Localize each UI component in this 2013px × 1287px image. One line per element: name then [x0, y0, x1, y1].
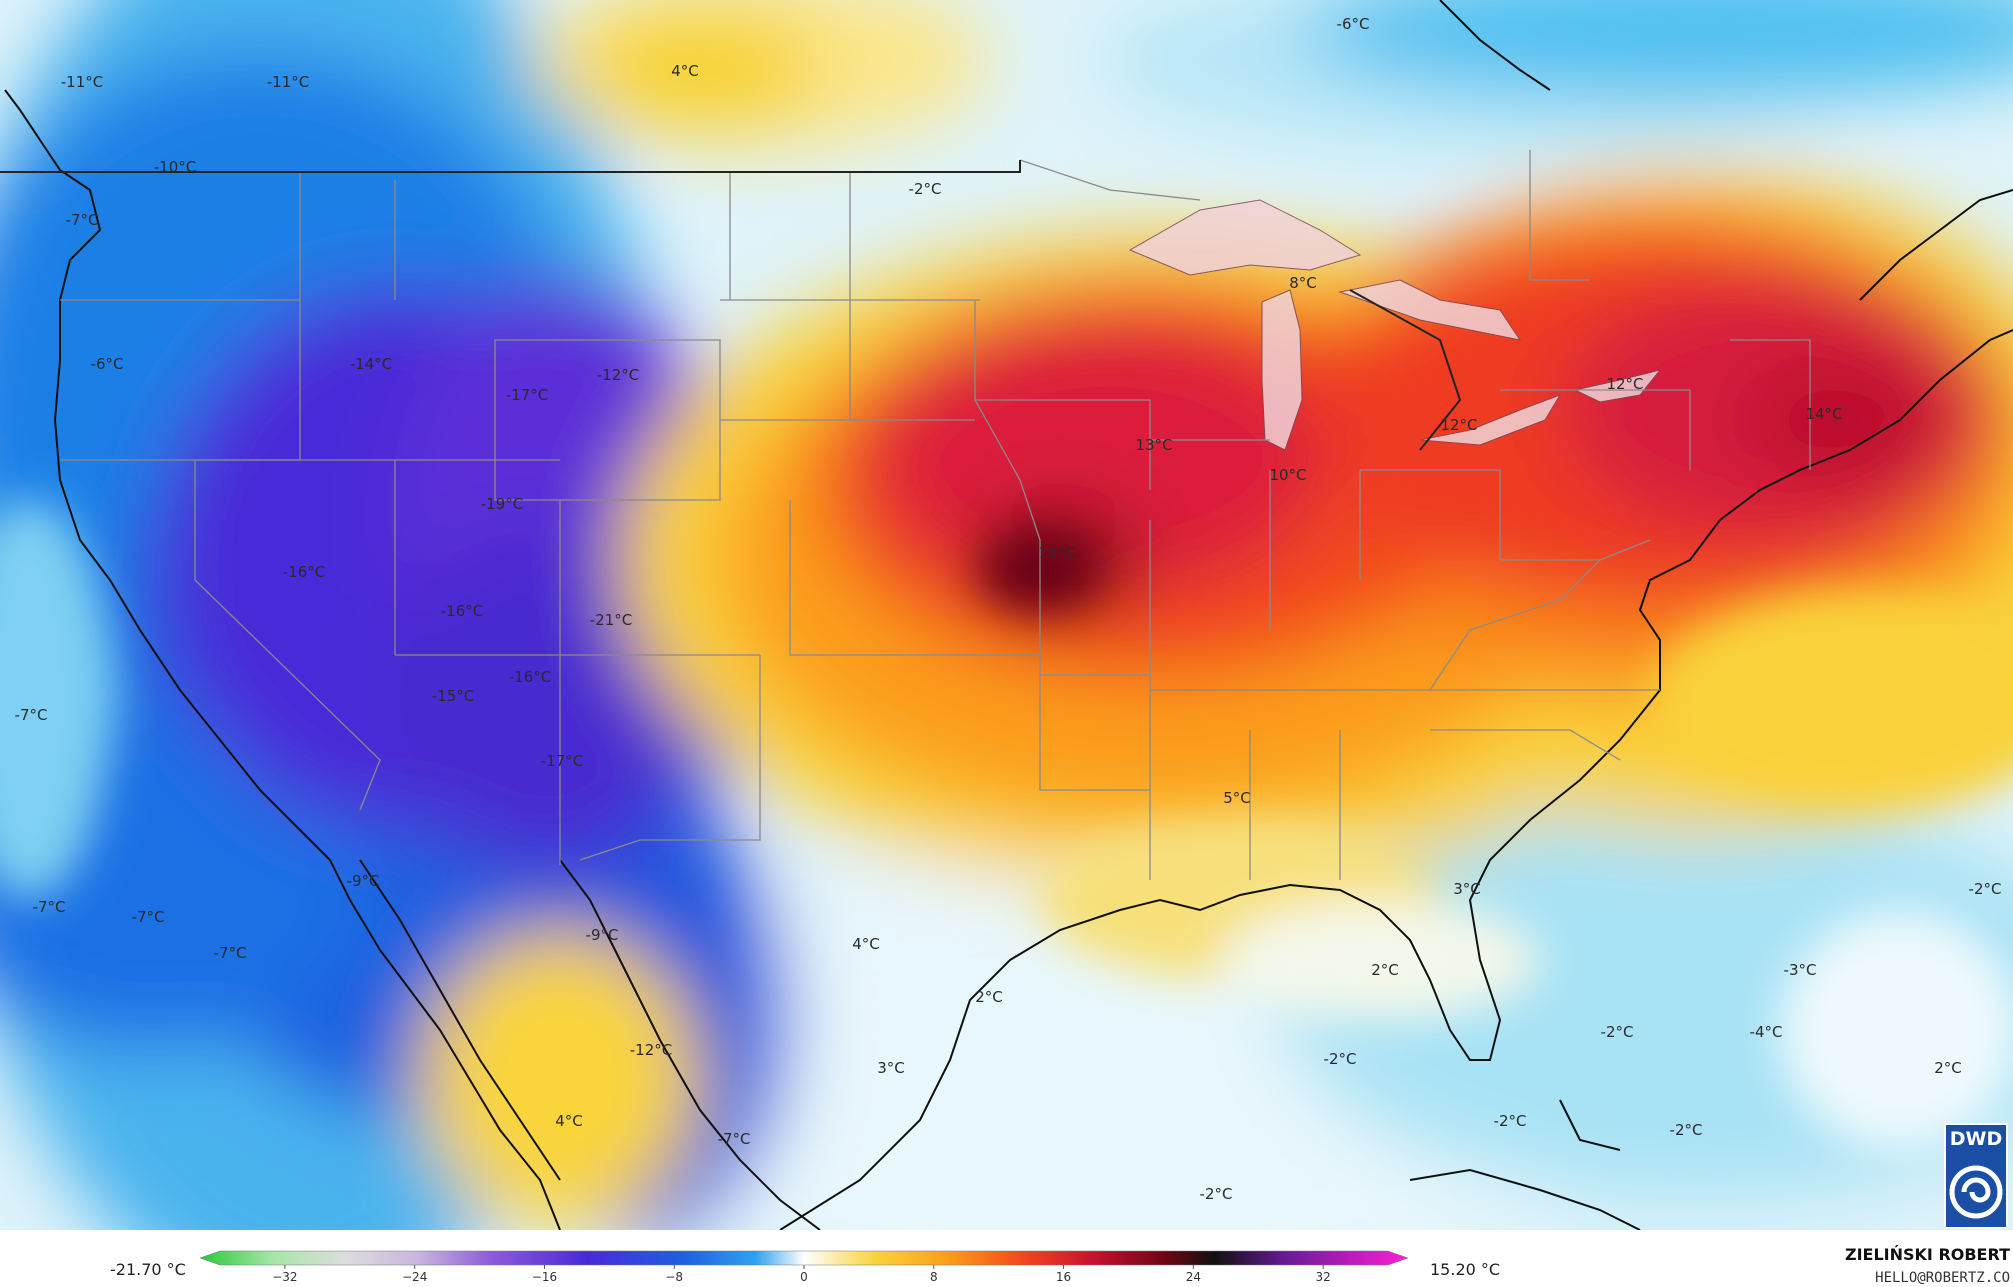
colorbar-tick-label: −32 [272, 1270, 297, 1284]
temperature-label: -3°C [1784, 961, 1817, 979]
coastlines [4, 0, 2013, 1230]
temperature-label: -2°C [909, 180, 942, 198]
temperature-label: -16°C [283, 563, 325, 581]
colorbar-tick-label: 24 [1186, 1270, 1201, 1284]
temperature-label: -9°C [586, 926, 619, 944]
colorbar-min-value: -21.70 °C [110, 1260, 186, 1279]
temperature-label: 4°C [852, 935, 880, 953]
colorbar-tick-label: −8 [665, 1270, 683, 1284]
temperature-label: -2°C [1200, 1185, 1233, 1203]
temperature-label: 2°C [1934, 1059, 1962, 1077]
temperature-label: -11°C [267, 73, 309, 91]
dwd-logo: DWD [1944, 1123, 2008, 1229]
temperature-label: -7°C [33, 898, 66, 916]
temperature-label: -16°C [441, 602, 483, 620]
colorbar-tick-label: 8 [930, 1270, 938, 1284]
temperature-label: -7°C [718, 1130, 751, 1148]
dwd-logo-text: DWD [1950, 1128, 2003, 1150]
temperature-label: -6°C [91, 355, 124, 373]
temperature-label: -15°C [432, 687, 474, 705]
temperature-label: -2°C [1494, 1112, 1527, 1130]
temperature-label: -4°C [1750, 1023, 1783, 1041]
colorbar-tick-label: 0 [800, 1270, 808, 1284]
temperature-label: -2°C [1601, 1023, 1634, 1041]
author-name: ZIELIŃSKI ROBERT [1845, 1245, 2010, 1264]
colorbar-tick-label: −24 [402, 1270, 427, 1284]
intl-border [0, 160, 1462, 451]
temperature-label: -19°C [481, 495, 523, 513]
temperature-label: -17°C [541, 752, 583, 770]
temperature-label: 3°C [877, 1059, 905, 1077]
temperature-label: 12°C [1440, 416, 1477, 434]
temperature-label: -16°C [509, 668, 551, 686]
dwd-swirl-icon [1949, 1165, 2003, 1219]
author-email: HELLO@ROBERTZ.CO [1875, 1270, 2010, 1286]
temperature-label: 12°C [1606, 375, 1643, 393]
temperature-label: 10°C [1269, 466, 1306, 484]
temperature-label: -2°C [1969, 880, 2002, 898]
temperature-label: -14°C [350, 355, 392, 373]
temperature-label: 13°C [1135, 436, 1172, 454]
temperature-label: -7°C [132, 908, 165, 926]
legend-footer: -21.70 °C −32 −24 −16 −8 0 8 16 24 32 15.20 °C Z… [0, 1230, 2013, 1287]
temperature-label: -21°C [590, 611, 632, 629]
temperature-label: 3°C [1453, 880, 1481, 898]
temperature-label: -7°C [15, 706, 48, 724]
colorbar-tick-label: −16 [532, 1270, 557, 1284]
great-lakes [1128, 199, 1662, 451]
temperature-label: -17°C [506, 386, 548, 404]
temperature-label: -2°C [1670, 1121, 1703, 1139]
temperature-label: -7°C [214, 944, 247, 962]
temperature-label: 2°C [1371, 961, 1399, 979]
temperature-label: -12°C [630, 1041, 672, 1059]
temperature-label: -2°C [1324, 1050, 1357, 1068]
temperature-field [0, 0, 2013, 1230]
colorbar-tick-label: 16 [1056, 1270, 1071, 1284]
temperature-label: 4°C [671, 62, 699, 80]
temperature-label: -11°C [61, 73, 103, 91]
colorbar-ticks: −32 −24 −16 −8 0 8 16 24 32 [272, 1265, 1331, 1284]
temperature-label: -10°C [154, 158, 196, 176]
temperature-label: 2°C [975, 988, 1003, 1006]
temperature-label: -7°C [66, 211, 99, 229]
colorbar-max-value: 15.20 °C [1430, 1260, 1500, 1279]
temperature-label: -6°C [1337, 15, 1370, 33]
temperature-labels: -11°C -11°C 4°C -6°C -10°C -7°C -2°C 8°C -6°C -14… [15, 15, 2002, 1203]
colorbar [199, 1250, 1409, 1266]
temperature-label: 8°C [1289, 274, 1317, 292]
temperature-label: 5°C [1223, 789, 1251, 807]
temperature-label: -12°C [597, 366, 639, 384]
temperature-label: 4°C [555, 1112, 583, 1130]
colorbar-tick-label: 32 [1315, 1270, 1330, 1284]
temperature-label: 14°C [1805, 405, 1842, 423]
temperature-label: 15°C [1038, 544, 1075, 562]
temperature-map: -11°C -11°C 4°C -6°C -10°C -7°C -2°C 8°C -6°C -14… [0, 0, 2013, 1230]
temperature-label: -9°C [347, 872, 380, 890]
